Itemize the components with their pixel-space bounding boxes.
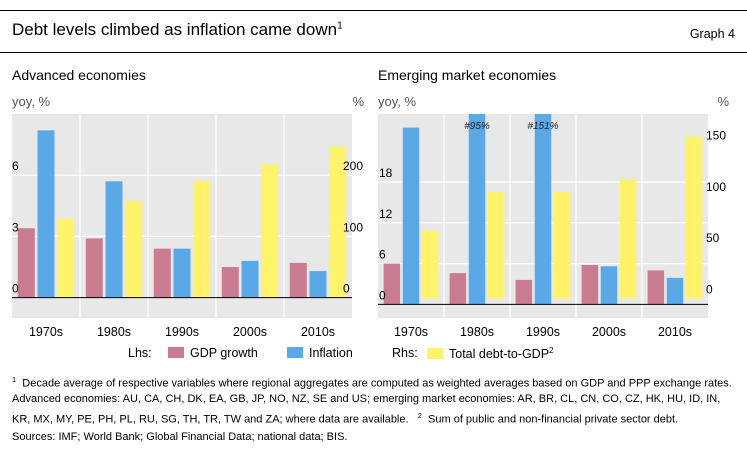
x-tick-label: 2010s — [301, 325, 335, 339]
header-rule — [0, 52, 747, 53]
bar-total-debt-to-gdp-1970s — [57, 218, 75, 298]
legend-gdp: GDP growth — [168, 346, 258, 360]
footnote-2-mark: 2 — [417, 410, 422, 420]
bar-total-debt-to-gdp-2010s — [685, 136, 703, 299]
y-tick-label-right: 200 — [343, 159, 363, 173]
y-tick-label-left: 0 — [12, 282, 19, 296]
y-tick-label-left: 18 — [379, 166, 393, 180]
legend-debt: Total debt-to-GDP2 — [427, 346, 554, 361]
bar-inflation-2000s — [600, 266, 618, 305]
legend-inflation-label: Inflation — [309, 346, 353, 360]
graph-title-text: Debt levels climbed as inflation came do… — [12, 20, 338, 39]
graph-number: Graph 4 — [689, 27, 735, 41]
x-tick-label: 2000s — [233, 325, 267, 339]
bar-gdp-growth-1990s — [515, 279, 533, 305]
panel-advanced-economies: Advanced economies yoy, % % 0 3 6 0 100 200 1970s… — [12, 67, 364, 339]
bar-annotation: #95% — [464, 121, 490, 132]
bar-gdp-growth-1980s — [449, 273, 467, 305]
y-tick-label-left: 3 — [12, 220, 19, 234]
x-tick-label: 1980s — [97, 325, 131, 339]
bar-inflation-1980s — [105, 181, 123, 298]
bar-inflation-2010s — [666, 277, 684, 305]
x-tick-label: 2000s — [592, 325, 626, 339]
legend: Lhs: GDP growth Inflation Rhs: Total deb… — [0, 346, 747, 366]
footnote-1-text: Decade average of respective variables w… — [12, 377, 732, 426]
legend-lhs-label: Lhs: — [128, 346, 152, 360]
y-tick-label-right: 100 — [343, 220, 363, 234]
footnotes: 1 Decade average of respective variables… — [12, 372, 736, 428]
panel-emerging-market-economies: Emerging market economies yoy, % % 0 6 12 18 0 5… — [378, 67, 729, 339]
bar-inflation-1970s — [37, 130, 55, 298]
panel-title: Emerging market economies — [378, 67, 556, 83]
bar-gdp-growth-2000s — [581, 264, 599, 305]
x-tick-label: 1990s — [526, 325, 560, 339]
legend-gdp-swatch — [168, 347, 184, 358]
x-tick-label: 2010s — [658, 325, 692, 339]
y-axis-label-right: % — [352, 94, 364, 109]
bar-gdp-growth-1980s — [85, 238, 103, 298]
bar-gdp-growth-1970s — [383, 263, 401, 305]
bar-gdp-growth-2000s — [221, 267, 239, 298]
y-tick-label-right: 100 — [706, 180, 726, 194]
x-tick-label: 1990s — [165, 325, 199, 339]
y-tick-label-right: 0 — [343, 282, 350, 296]
bar-gdp-growth-2010s — [289, 262, 307, 298]
bar-inflation-1990s — [173, 248, 191, 298]
legend-gdp-label: GDP growth — [190, 346, 258, 360]
top-rule — [0, 10, 747, 11]
y-tick-label-left: 6 — [12, 159, 19, 173]
legend-rhs-label: Rhs: — [392, 346, 418, 360]
y-tick-label-right: 150 — [706, 129, 726, 143]
bar-total-debt-to-gdp-2000s — [619, 179, 637, 299]
bar-gdp-growth-1970s — [17, 228, 35, 298]
y-axis-label-left: yoy, % — [12, 94, 50, 109]
bar-inflation-1990s — [534, 114, 552, 305]
sources: Sources: IMF; World Bank; Global Financi… — [12, 431, 348, 443]
y-axis-label-left: yoy, % — [378, 94, 416, 109]
bar-total-debt-to-gdp-1990s — [553, 191, 571, 299]
y-tick-label-left: 12 — [379, 207, 393, 221]
title-footnote-mark: 1 — [337, 20, 343, 32]
bar-inflation-2010s — [309, 271, 327, 298]
x-tick-label: 1980s — [460, 325, 494, 339]
y-tick-label-right: 0 — [706, 282, 713, 296]
bar-gdp-growth-1990s — [153, 248, 171, 298]
y-tick-label-left: 6 — [379, 248, 386, 262]
bar-annotation: #151% — [527, 121, 558, 132]
legend-debt-swatch — [427, 348, 443, 360]
legend-debt-note: 2 — [549, 346, 554, 355]
graph-header: Debt levels climbed as inflation came do… — [0, 0, 747, 60]
footnote-1-mark: 1 — [12, 375, 17, 384]
bar-total-debt-to-gdp-2000s — [261, 164, 279, 298]
bar-total-debt-to-gdp-2010s — [329, 146, 347, 298]
bar-total-debt-to-gdp-1980s — [487, 191, 505, 299]
y-axis-label-right: % — [717, 94, 729, 109]
bar-gdp-growth-2010s — [647, 270, 665, 305]
bar-total-debt-to-gdp-1980s — [125, 200, 143, 298]
y-tick-label-left: 0 — [379, 288, 386, 302]
graph-title: Debt levels climbed as inflation came do… — [12, 20, 343, 40]
x-tick-label: 1970s — [29, 325, 63, 339]
bar-total-debt-to-gdp-1990s — [193, 180, 211, 298]
legend-inflation-swatch — [287, 347, 303, 358]
bar-inflation-1980s — [468, 114, 486, 305]
x-tick-label: 1970s — [394, 325, 428, 339]
y-tick-label-right: 50 — [706, 231, 720, 245]
bar-inflation-1970s — [402, 127, 420, 305]
footnote-2-text: Sum of public and non-financial private … — [428, 413, 679, 426]
legend-inflation: Inflation — [287, 346, 353, 360]
bar-inflation-2000s — [241, 260, 259, 298]
bar-total-debt-to-gdp-1970s — [421, 230, 439, 299]
legend-debt-label: Total debt-to-GDP — [449, 347, 550, 362]
panel-title: Advanced economies — [12, 67, 146, 83]
